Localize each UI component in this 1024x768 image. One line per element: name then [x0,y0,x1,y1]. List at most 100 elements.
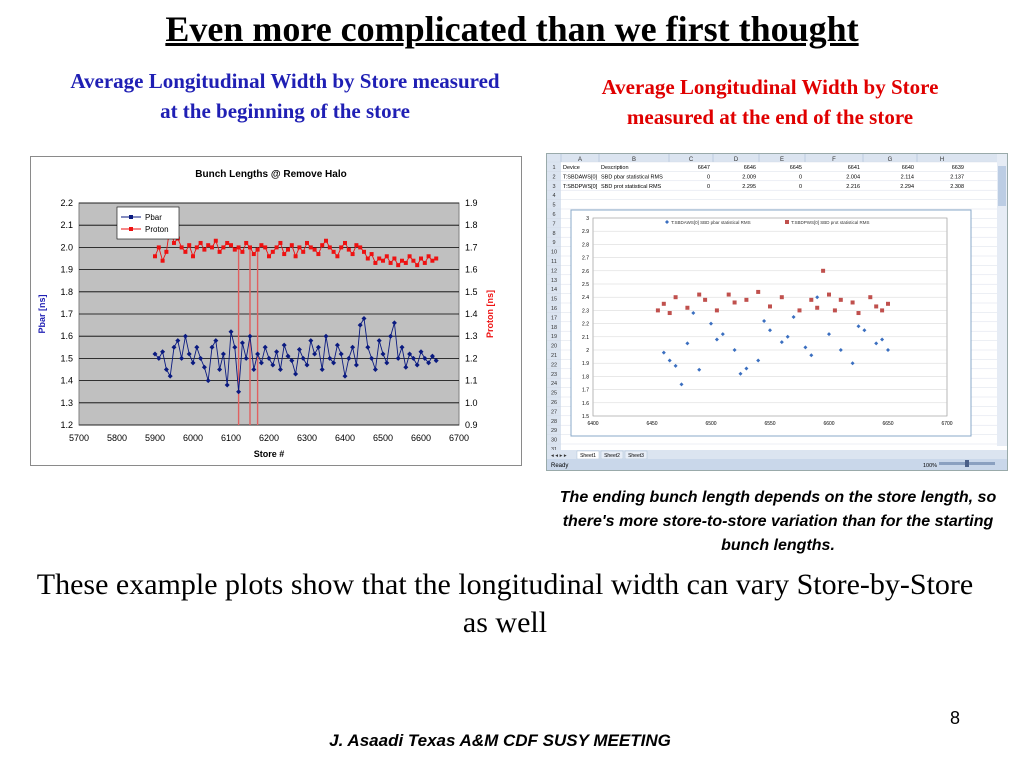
proton-point [282,252,287,257]
proton-rms-point [661,301,666,306]
row-number: 26 [551,400,557,406]
excel-sheet-svg: A B C D E F G H12345678910111213141516171819202… [547,154,1007,470]
proton-point [369,252,374,257]
embedded-x-tick-label: 6650 [882,421,893,427]
row-number: 27 [551,409,557,415]
pbar-point [334,342,340,348]
pbar-point [198,355,204,361]
pbar-rms-point [685,341,690,346]
row-number: 14 [551,287,557,293]
row-number: 8 [552,231,555,237]
proton-point [430,258,435,263]
pbar-point [205,378,211,384]
proton-point [411,258,416,263]
pbar-rms-point [809,353,814,358]
proton-point [422,260,427,265]
embedded-legend-label: T:SBDAWS[0] SBD pbar statistical RMS [671,220,751,225]
proton-point [229,243,233,248]
proton-point [164,249,169,254]
pbar-point [380,351,386,357]
pbar-point [270,362,276,368]
proton-point [320,243,325,248]
x-tick-label: 6400 [335,433,355,443]
pbar-rms-point [838,348,843,352]
pbar-rms-point [714,337,719,342]
pbar-rms-point [738,371,743,376]
embedded-y-tick-label: 2.3 [582,308,589,314]
sheet-nav-arrows: ◂ ◂ ▸ ▸ [551,453,567,459]
column-header: A [578,157,582,163]
pbar-point [175,338,181,344]
pbar-rms-point [880,337,885,342]
pbar-rms-point [862,328,867,333]
zoom-slider-thumb [965,460,969,467]
y-right-tick-label: 1.7 [465,242,478,252]
pbar-point [304,362,310,368]
pbar-point [433,358,439,364]
pbar-rms-point [744,366,749,371]
proton-point [236,245,241,250]
proton-rms-point [827,292,831,297]
embedded-legend-marker [785,220,789,224]
pbar-point [251,367,257,372]
embedded-x-tick-label: 6400 [587,421,598,427]
pbar-rms-point [791,315,796,319]
embedded-legend-marker [665,220,669,224]
pbar-point [391,320,397,326]
proton-point [232,247,237,252]
pbar-point [171,344,177,350]
row-number: 3 [552,184,555,190]
proton-point [400,258,404,263]
row-number: 30 [551,438,557,444]
excel-window[interactable]: A B C D E F G H 1 2 3 4 5 6 7 8 9 10 11 12 13 14 15 16 17 18 19 20 2… [546,153,1008,471]
cell-value: 6640 [902,165,914,171]
proton-point [194,245,199,250]
cell-value: 6641 [848,165,860,171]
proton-rms-point [868,295,873,300]
slide-title: Even more complicated than we first thou… [165,9,859,49]
pbar-point [365,344,371,350]
sheet-tab-label: Sheet1 [580,453,596,459]
pbar-point [228,329,234,335]
embedded-y-tick-label: 2.4 [582,295,589,301]
row-number: 1 [552,165,555,171]
pbar-point [399,344,405,350]
pbar-point [410,355,416,361]
embedded-y-tick-label: 2.7 [582,256,589,262]
proton-rms-point [732,300,737,305]
pbar-point [422,355,428,361]
embedded-y-tick-label: 1.6 [582,401,589,407]
embedded-x-tick-label: 6550 [764,421,775,427]
pbar-point [395,355,401,361]
pbar-rms-point [697,367,702,372]
row-number: 9 [552,240,555,246]
y-left-tick-label: 1.4 [60,376,73,386]
pbar-rms-point [768,328,772,333]
embedded-y-tick-label: 2.9 [582,229,589,235]
proton-point [308,245,313,250]
proton-rms-point [756,289,761,294]
row-number: 12 [551,268,557,274]
legend-marker-proton [129,227,133,231]
proton-point [202,247,207,252]
proton-point [160,258,165,263]
y-left-tick-label: 1.5 [60,353,73,363]
legend-label-pbar: Pbar [145,213,162,222]
proton-point [381,258,385,263]
proton-point [286,247,290,252]
x-tick-label: 6700 [449,433,469,443]
proton-point [365,256,370,261]
chart-legend: Pbar Proton [116,206,180,240]
row-number: 18 [551,325,557,331]
pbar-point [232,344,238,350]
proton-point [362,249,366,254]
proton-point [270,249,275,254]
proton-point [316,252,321,257]
cell-value: 6646 [744,165,756,171]
proton-rms-point [655,308,660,313]
proton-point [213,238,218,243]
bunch-length-chart: Bunch Lengths @ Remove Halo 2.2 2.1 2.0 1.9 1… [30,156,522,466]
proton-point [156,245,161,250]
proton-point [251,252,256,257]
proton-point [191,254,195,259]
